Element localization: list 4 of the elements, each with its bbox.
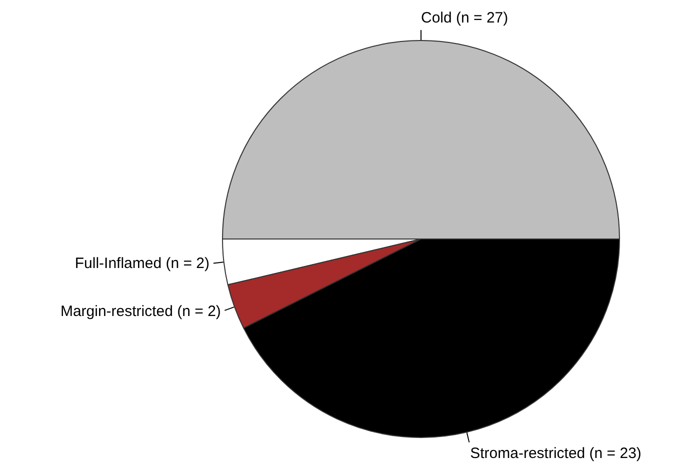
slice-label: Full-Inflamed (n = 2) [74, 254, 210, 272]
slice-label: Cold (n = 27) [421, 10, 508, 27]
slice-label: Stroma-restricted (n = 23) [470, 444, 642, 462]
slice-label: Margin-restricted (n = 2) [60, 302, 221, 320]
